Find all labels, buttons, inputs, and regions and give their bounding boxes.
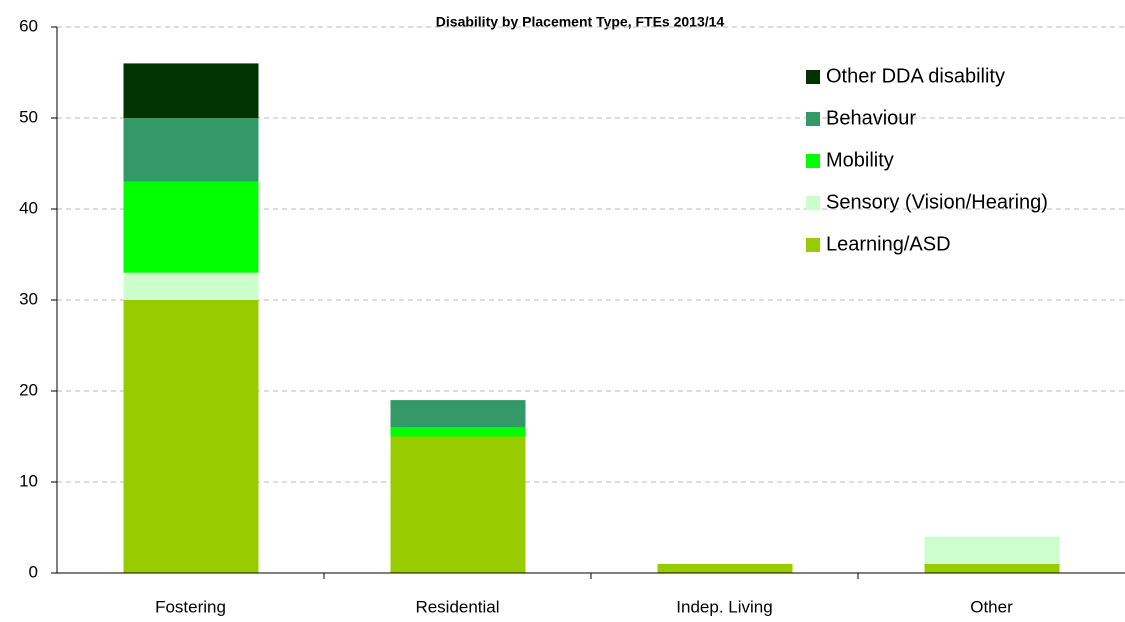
y-tick-label: 50: [19, 107, 38, 126]
legend-swatch: [806, 196, 820, 210]
y-tick-label: 30: [19, 289, 38, 308]
x-tick-label: Fostering: [155, 597, 226, 616]
bar-segment: [123, 118, 259, 182]
bar-segment: [123, 63, 259, 118]
bar-segment: [123, 181, 259, 273]
bar-segment: [390, 436, 526, 573]
chart-title: Disability by Placement Type, FTEs 2013/…: [436, 14, 725, 30]
legend-swatch: [806, 70, 820, 84]
legend-label: Sensory (Vision/Hearing): [826, 191, 1048, 213]
legend-label: Learning/ASD: [826, 233, 951, 255]
y-tick-label: 40: [19, 198, 38, 217]
y-tick-label: 20: [19, 380, 38, 399]
x-tick-label: Residential: [415, 597, 499, 616]
legend-label: Behaviour: [826, 107, 916, 129]
legend-label: Mobility: [826, 149, 894, 171]
legend-swatch: [806, 238, 820, 252]
x-tick-label: Indep. Living: [676, 597, 772, 616]
legend-swatch: [806, 154, 820, 168]
bar-segment: [924, 536, 1060, 564]
x-tick-label: Other: [970, 597, 1013, 616]
y-tick-label: 0: [29, 562, 38, 581]
bar-segment: [123, 272, 259, 300]
bar-segment: [390, 400, 526, 428]
bar-segment: [924, 563, 1060, 573]
y-tick-label: 60: [19, 16, 38, 35]
y-tick-label: 10: [19, 471, 38, 490]
legend-swatch: [806, 112, 820, 126]
bar-segment: [657, 563, 793, 573]
bar-segment: [390, 427, 526, 437]
legend-label: Other DDA disability: [826, 65, 1005, 87]
bar-segment: [123, 300, 259, 573]
